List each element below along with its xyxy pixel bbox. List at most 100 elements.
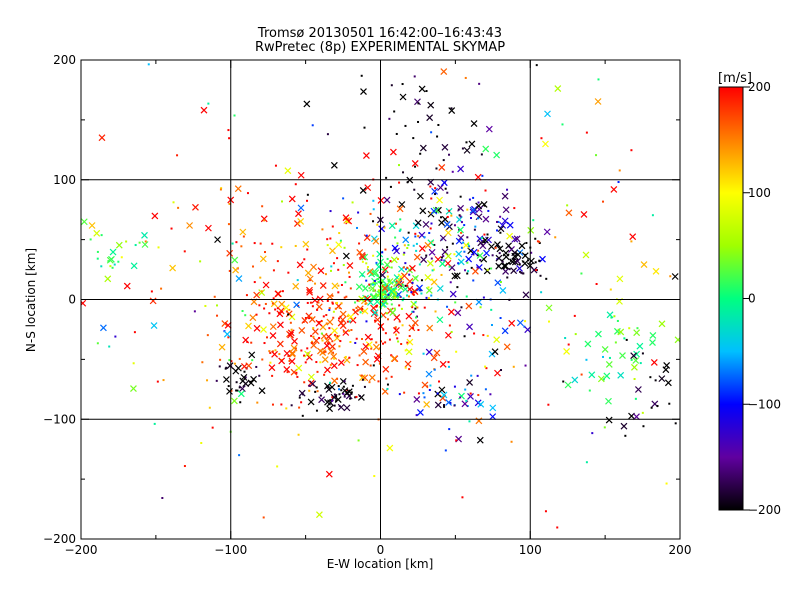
- data-point-dot: [360, 374, 363, 377]
- data-point-cross: [240, 373, 248, 381]
- data-point-cross: [497, 225, 505, 233]
- data-point-dot: [440, 273, 443, 276]
- data-point-cross: [597, 375, 605, 383]
- data-point-cross: [383, 196, 391, 204]
- data-point-cross: [426, 259, 434, 267]
- data-point-dot: [201, 361, 204, 364]
- data-point-dot: [317, 301, 320, 304]
- x-axis-ticks: −200 −100 0 100 200: [65, 60, 691, 557]
- data-point-dot: [602, 355, 605, 358]
- data-point-dot: [385, 377, 388, 380]
- data-point-dot: [455, 439, 458, 442]
- data-point-cross: [565, 209, 573, 217]
- data-point-cross: [297, 171, 305, 179]
- data-point-dot: [276, 307, 279, 310]
- data-point-dot: [315, 386, 318, 389]
- data-point-cross: [411, 160, 419, 167]
- data-point-dot: [358, 242, 361, 245]
- data-point-dot: [508, 268, 511, 271]
- data-point-dot: [654, 379, 657, 382]
- data-point-dot: [444, 449, 447, 452]
- data-point-cross: [226, 387, 233, 395]
- data-point-dot: [425, 296, 428, 299]
- data-point-dot: [486, 334, 489, 337]
- data-point-dot: [479, 259, 482, 262]
- data-point-cross: [260, 326, 267, 333]
- data-point-dot: [391, 281, 394, 284]
- data-point-dot: [370, 338, 373, 341]
- data-point-dot: [484, 189, 487, 192]
- data-point-cross: [389, 309, 397, 317]
- data-point-dot: [403, 391, 406, 394]
- data-point-dot: [170, 227, 173, 230]
- data-point-dot: [332, 262, 335, 265]
- data-point-dot: [274, 349, 277, 352]
- data-point-dot: [393, 307, 396, 310]
- data-point-cross: [539, 255, 546, 263]
- data-point-cross: [386, 444, 394, 452]
- data-point-dot: [271, 403, 274, 406]
- data-point-dot: [402, 171, 405, 174]
- data-point-cross: [495, 254, 503, 262]
- data-point-dot: [318, 321, 321, 324]
- data-point-cross: [358, 270, 366, 278]
- data-point-dot: [641, 411, 644, 414]
- data-point-cross: [283, 349, 291, 357]
- data-point-dot: [381, 251, 384, 254]
- data-point-dot: [513, 207, 516, 210]
- data-point-dot: [336, 335, 339, 338]
- data-point-dot: [438, 380, 441, 383]
- data-point-dot: [430, 197, 433, 200]
- data-point-dot: [440, 259, 443, 262]
- data-point-dot: [89, 238, 92, 241]
- data-point-dot: [382, 268, 385, 271]
- data-point-cross: [297, 204, 305, 212]
- data-point-dot: [213, 295, 216, 298]
- data-point-dot: [449, 402, 452, 405]
- data-point-dot: [340, 283, 343, 286]
- data-point-dot: [634, 397, 637, 400]
- colorbar: [m/s] 200 100 0 −100 −200: [718, 71, 781, 517]
- data-point-cross: [502, 206, 510, 214]
- data-point-dot: [107, 260, 110, 263]
- data-point-cross: [355, 283, 363, 291]
- data-point-cross: [499, 287, 507, 294]
- data-point-dot: [417, 328, 420, 331]
- data-point-dot: [456, 286, 459, 289]
- data-point-dot: [216, 314, 219, 317]
- data-point-dot: [258, 374, 261, 377]
- data-point-cross: [610, 185, 618, 193]
- data-point-dot: [566, 204, 569, 207]
- data-point-dot: [333, 357, 336, 360]
- data-point-dot: [468, 245, 471, 248]
- data-point-cross: [390, 355, 398, 363]
- data-point-cross: [501, 327, 509, 335]
- data-point-dot: [437, 123, 440, 126]
- data-point-cross: [335, 241, 343, 249]
- data-point-cross: [477, 400, 485, 408]
- data-point-dot: [276, 465, 279, 468]
- data-point-dot: [311, 305, 314, 308]
- data-point-dot: [414, 301, 417, 304]
- data-point-dot: [459, 195, 462, 198]
- data-point-dot: [417, 120, 420, 123]
- data-point-cross: [371, 309, 379, 317]
- data-point-dot: [319, 361, 322, 364]
- data-point-cross: [405, 348, 413, 356]
- data-point-cross: [425, 348, 433, 356]
- data-point-dot: [580, 272, 583, 275]
- data-point-dot: [244, 314, 247, 317]
- data-point-dot: [474, 225, 477, 228]
- data-point-cross: [262, 281, 270, 289]
- data-point-dot: [336, 257, 339, 260]
- data-point-dot: [204, 304, 207, 307]
- data-point-dot: [326, 299, 329, 302]
- data-point-dot: [467, 270, 470, 273]
- data-point-cross: [104, 275, 112, 283]
- data-point-dot: [351, 384, 354, 387]
- data-point-dot: [585, 461, 588, 464]
- data-point-cross: [453, 272, 461, 280]
- data-point-cross: [502, 267, 510, 275]
- data-point-dot: [304, 317, 307, 320]
- data-point-dot: [453, 253, 456, 256]
